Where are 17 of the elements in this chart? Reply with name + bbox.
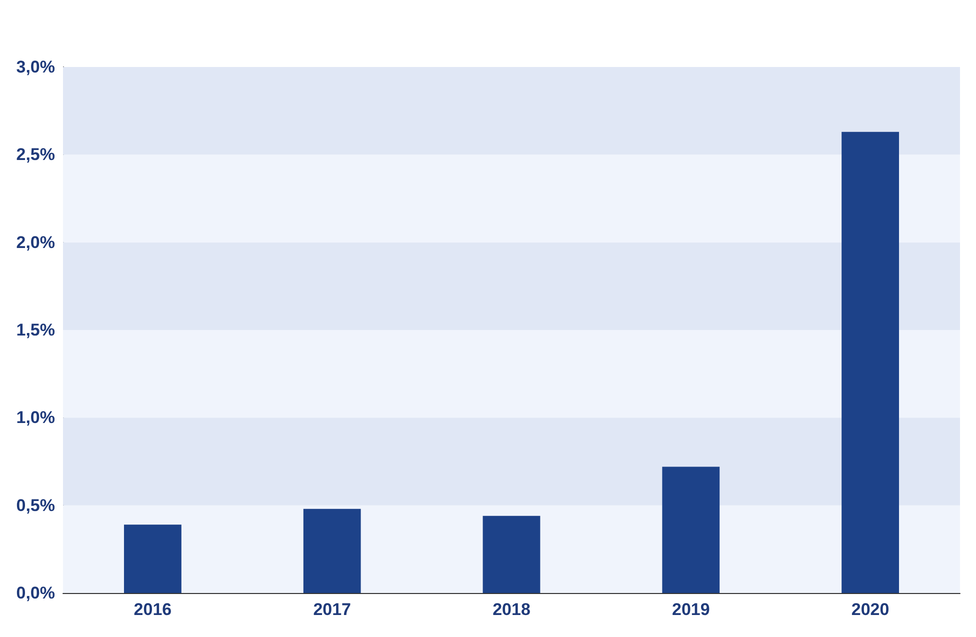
y-tick-label: 1,0% [16,408,55,428]
bar [842,132,900,593]
y-tick-label: 0,5% [16,496,55,515]
bar [662,466,720,593]
bar [482,516,540,593]
bar [303,508,361,593]
y-tick-label: 0,0% [16,584,55,602]
bar [124,524,182,593]
y-tick-label: 2,0% [16,232,55,252]
y-tick-label: 3,0% [16,58,55,76]
y-tick-label: 1,5% [16,320,55,340]
x-tick-label: 2020 [851,600,890,619]
x-tick-label: 2018 [492,600,530,619]
x-tick-label: 2016 [134,600,172,619]
x-tick-label: 2017 [313,600,352,619]
x-tick-label: 2019 [672,600,710,619]
y-tick-label: 2,5% [16,145,55,164]
